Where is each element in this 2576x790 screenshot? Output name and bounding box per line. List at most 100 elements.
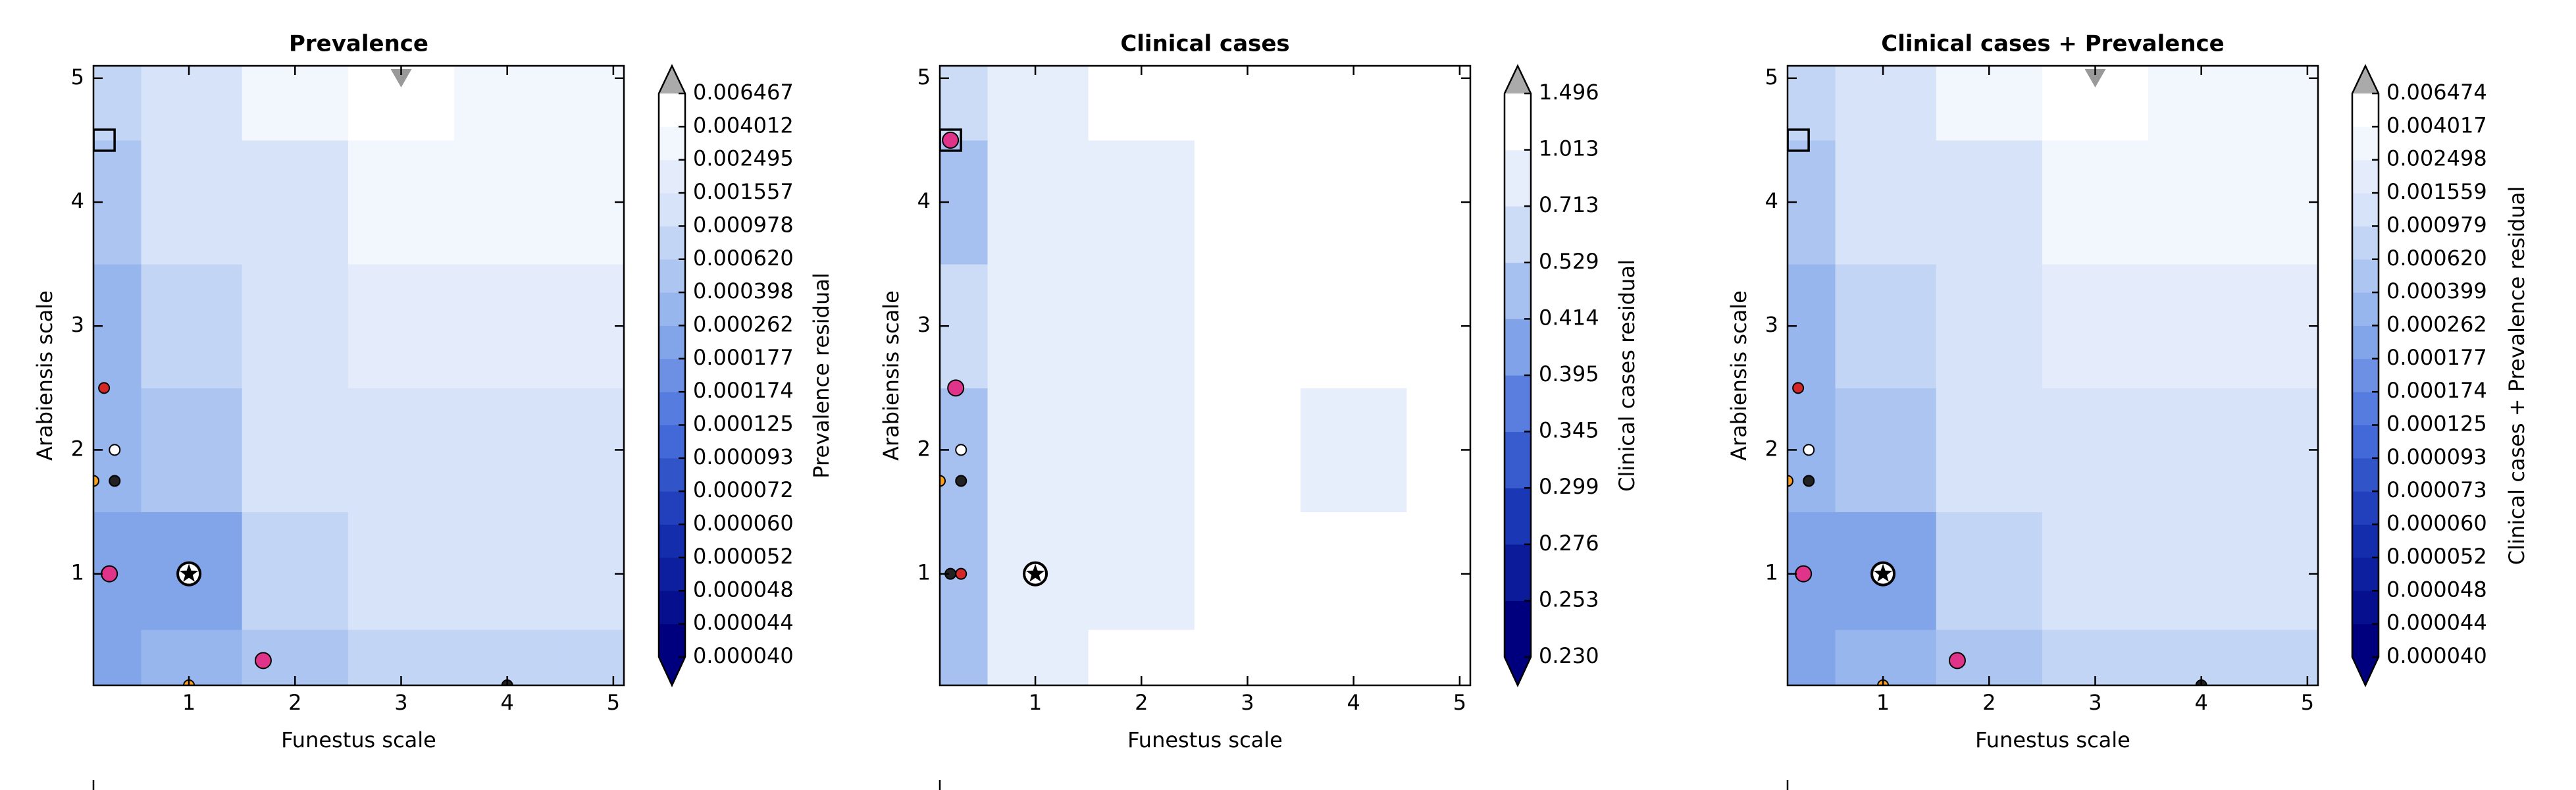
contour-cell: [348, 140, 455, 265]
contour-cell: [1835, 140, 1937, 265]
contour-cell: [1301, 140, 1407, 265]
colorbar-band: [2352, 392, 2379, 426]
contour-cell: [1406, 629, 1470, 685]
contour-cell: [2254, 629, 2318, 685]
contour-cell: [560, 140, 624, 265]
point-marker: [93, 323, 94, 329]
panel: 1 2 3 4 5 1 2 3 4 5 Prevalence Funestus scale Arabie…: [32, 31, 625, 752]
point-marker: [1803, 475, 1815, 487]
contour-cell: [1788, 512, 1836, 630]
star-marker: [176, 561, 202, 587]
contour-cell: [560, 66, 624, 141]
colorbar-tick-label: 0.000620: [693, 246, 794, 271]
point-marker: [1777, 382, 1788, 393]
contour-cell: [454, 264, 561, 388]
colorbar: 0.000040 0.000044 0.000048 0.000052 0.000060…: [657, 64, 834, 687]
contour-field: [1777, 66, 2318, 685]
contour-cell: [1194, 629, 1301, 685]
colorbar-tick-label: 0.000040: [2386, 643, 2487, 668]
panel: 1 2 3 4 5 1 2 3 4 5 Clinical cases Funestus scale Ar…: [879, 31, 1472, 752]
y-tick-label: 3: [917, 312, 931, 337]
colorbar-band: [1505, 375, 1531, 433]
contour-cell: [141, 264, 243, 388]
colorbar-band: [2352, 226, 2379, 260]
contour-cell: [2042, 512, 2149, 630]
colorbar-tick-label: 0.004012: [693, 113, 794, 138]
x-tick-label: 1: [1029, 690, 1042, 715]
colorbar-band: [2352, 358, 2379, 392]
chart-title: Clinical cases: [1120, 31, 1289, 57]
contour-cell: [1936, 512, 2043, 630]
contour-cell: [141, 140, 243, 265]
contour-cell: [141, 66, 243, 141]
x-tick-label: 1: [182, 690, 195, 715]
contour-cell: [2148, 66, 2255, 141]
contour-cell: [560, 629, 624, 685]
point-marker: [1777, 259, 1788, 269]
contour-cell: [2254, 66, 2318, 141]
point-marker: [940, 475, 946, 487]
point-marker: [929, 259, 940, 269]
chart-title: Clinical cases + Prevalence: [1881, 31, 2225, 57]
colorbar-extend-over: [2352, 66, 2379, 93]
colorbar-band: [1505, 149, 1531, 207]
contour-cell: [1301, 388, 1407, 513]
colorbar-band: [2352, 491, 2379, 525]
colorbar-tick-label: 0.006474: [2386, 80, 2487, 105]
colorbar-band: [1505, 488, 1531, 545]
contour-cell: [1936, 388, 2043, 513]
colorbar-band: [659, 491, 685, 525]
contour-cell: [454, 512, 561, 630]
colorbar-tick-label: 0.713: [1539, 192, 1599, 217]
contour-cell: [141, 388, 243, 513]
contour-cell: [2148, 264, 2255, 388]
y-axis-label: Arabiensis scale: [32, 290, 57, 461]
colorbar-tick-label: 0.000052: [693, 544, 794, 569]
contour-cell: [1088, 140, 1195, 265]
contour-cell: [2254, 140, 2318, 265]
x-tick-label: 3: [394, 690, 407, 715]
point-marker: [93, 261, 94, 267]
contour-cell: [1406, 512, 1470, 630]
star-marker: [1870, 561, 1896, 587]
colorbar-tick-label: 0.001557: [693, 179, 794, 204]
contour-cell: [242, 512, 349, 630]
colorbar-band: [1505, 431, 1531, 488]
colorbar-extend-over: [659, 66, 685, 93]
y-tick-label: 5: [71, 65, 84, 90]
colorbar-band: [659, 392, 685, 426]
colorbar-band: [1505, 544, 1531, 601]
contour-cell: [1194, 512, 1301, 630]
x-tick-label: 4: [501, 690, 514, 715]
colorbar-band: [1505, 93, 1531, 151]
colorbar-tick-label: 0.002495: [693, 146, 794, 171]
colorbar-tick-label: 0.000073: [2386, 477, 2487, 502]
x-tick-label: 3: [2088, 690, 2101, 715]
point-marker: [955, 567, 967, 580]
colorbar-band: [1505, 319, 1531, 376]
colorbar-tick-label: 0.230: [1539, 643, 1599, 668]
contour-cell: [1301, 66, 1407, 141]
colorbar-extend-under: [2352, 657, 2379, 685]
colorbar-tick-label: 0.395: [1539, 361, 1599, 386]
contour-cell: [2254, 264, 2318, 388]
y-tick-label: 4: [1765, 188, 1778, 213]
contour-cell: [1194, 264, 1301, 388]
colorbar-tick-label: 0.000174: [693, 378, 794, 403]
colorbar-band: [659, 458, 685, 492]
point-marker: [93, 475, 99, 487]
contour-cell: [987, 629, 1089, 685]
colorbar-extend-under: [659, 657, 685, 685]
colorbar-tick-label: 0.276: [1539, 531, 1599, 556]
colorbar-tick-label: 0.006467: [693, 80, 794, 105]
contour-field: [93, 66, 624, 685]
star-marker: [1023, 561, 1048, 587]
point-marker: [929, 382, 940, 393]
colorbar-tick-label: 0.529: [1539, 249, 1599, 274]
point-marker: [955, 444, 967, 456]
colorbar-band: [659, 292, 685, 326]
colorbar-band: [659, 524, 685, 558]
colorbar-band: [659, 93, 685, 127]
contour-cell: [2042, 264, 2149, 388]
colorbar-tick-label: 0.000177: [693, 345, 794, 370]
